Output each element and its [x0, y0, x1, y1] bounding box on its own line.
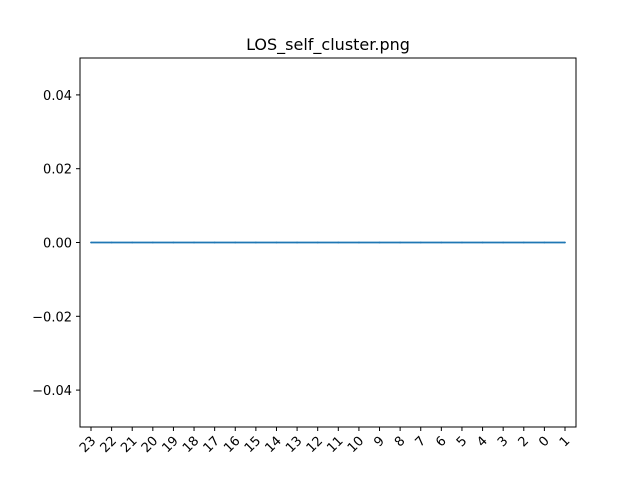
- x-tick-label: 17: [201, 434, 223, 456]
- x-tick-label: 21: [118, 434, 140, 456]
- data-point: [440, 241, 443, 244]
- y-tick-label: 0.02: [43, 163, 72, 178]
- x-tick-label: 9: [371, 434, 387, 450]
- x-tick-label: 5: [454, 434, 470, 450]
- data-point: [481, 241, 484, 244]
- data-point: [213, 241, 216, 244]
- x-tick-label: 0: [536, 434, 552, 450]
- x-tick-label: 15: [242, 434, 264, 456]
- y-tick-label: 0.00: [43, 237, 72, 252]
- data-point: [378, 241, 381, 244]
- data-point: [151, 241, 154, 244]
- chart-title: LOS_self_cluster.png: [246, 35, 410, 55]
- data-point: [543, 241, 546, 244]
- x-tick-label: 22: [98, 434, 120, 456]
- x-tick-label: 14: [262, 434, 284, 456]
- x-tick-label: 4: [474, 434, 490, 450]
- data-point: [522, 241, 525, 244]
- x-tick-label: 2: [516, 434, 532, 450]
- x-tick-label: 1: [557, 434, 573, 450]
- data-point: [234, 241, 237, 244]
- x-tick-label: 7: [413, 434, 429, 450]
- x-tick-label: 11: [324, 434, 346, 456]
- x-tick-label: 20: [139, 434, 161, 456]
- x-tick-label: 6: [433, 434, 449, 450]
- y-tick-label: −0.04: [32, 384, 72, 399]
- data-point: [316, 241, 319, 244]
- x-tick-label: 23: [77, 434, 99, 456]
- x-tick-label: 10: [345, 434, 367, 456]
- x-tick-label: 16: [221, 434, 243, 456]
- x-tick-label: 8: [392, 434, 408, 450]
- data-point: [296, 241, 298, 244]
- x-tick-label: 13: [283, 434, 305, 456]
- data-point: [502, 241, 505, 244]
- data-point: [358, 241, 360, 244]
- y-axis: −0.04 −0.02 0.00 0.02 0.04: [32, 89, 80, 399]
- y-tick-label: −0.02: [32, 310, 72, 325]
- data-point: [110, 241, 113, 244]
- series-layer: [90, 241, 566, 244]
- x-tick-label: 3: [495, 434, 511, 450]
- data-point: [461, 241, 463, 244]
- data-point: [131, 241, 134, 244]
- data-point: [172, 241, 175, 244]
- data-point: [193, 241, 195, 244]
- x-tick-label: 18: [180, 434, 202, 456]
- data-point: [399, 241, 402, 244]
- x-tick-label: 12: [304, 434, 326, 456]
- data-point: [90, 241, 92, 244]
- data-point: [337, 241, 340, 244]
- data-point: [275, 241, 278, 244]
- x-tick-label: 19: [159, 434, 181, 456]
- data-point: [419, 241, 422, 244]
- y-tick-label: 0.04: [43, 89, 72, 104]
- data-point: [564, 241, 566, 244]
- data-point: [254, 241, 257, 244]
